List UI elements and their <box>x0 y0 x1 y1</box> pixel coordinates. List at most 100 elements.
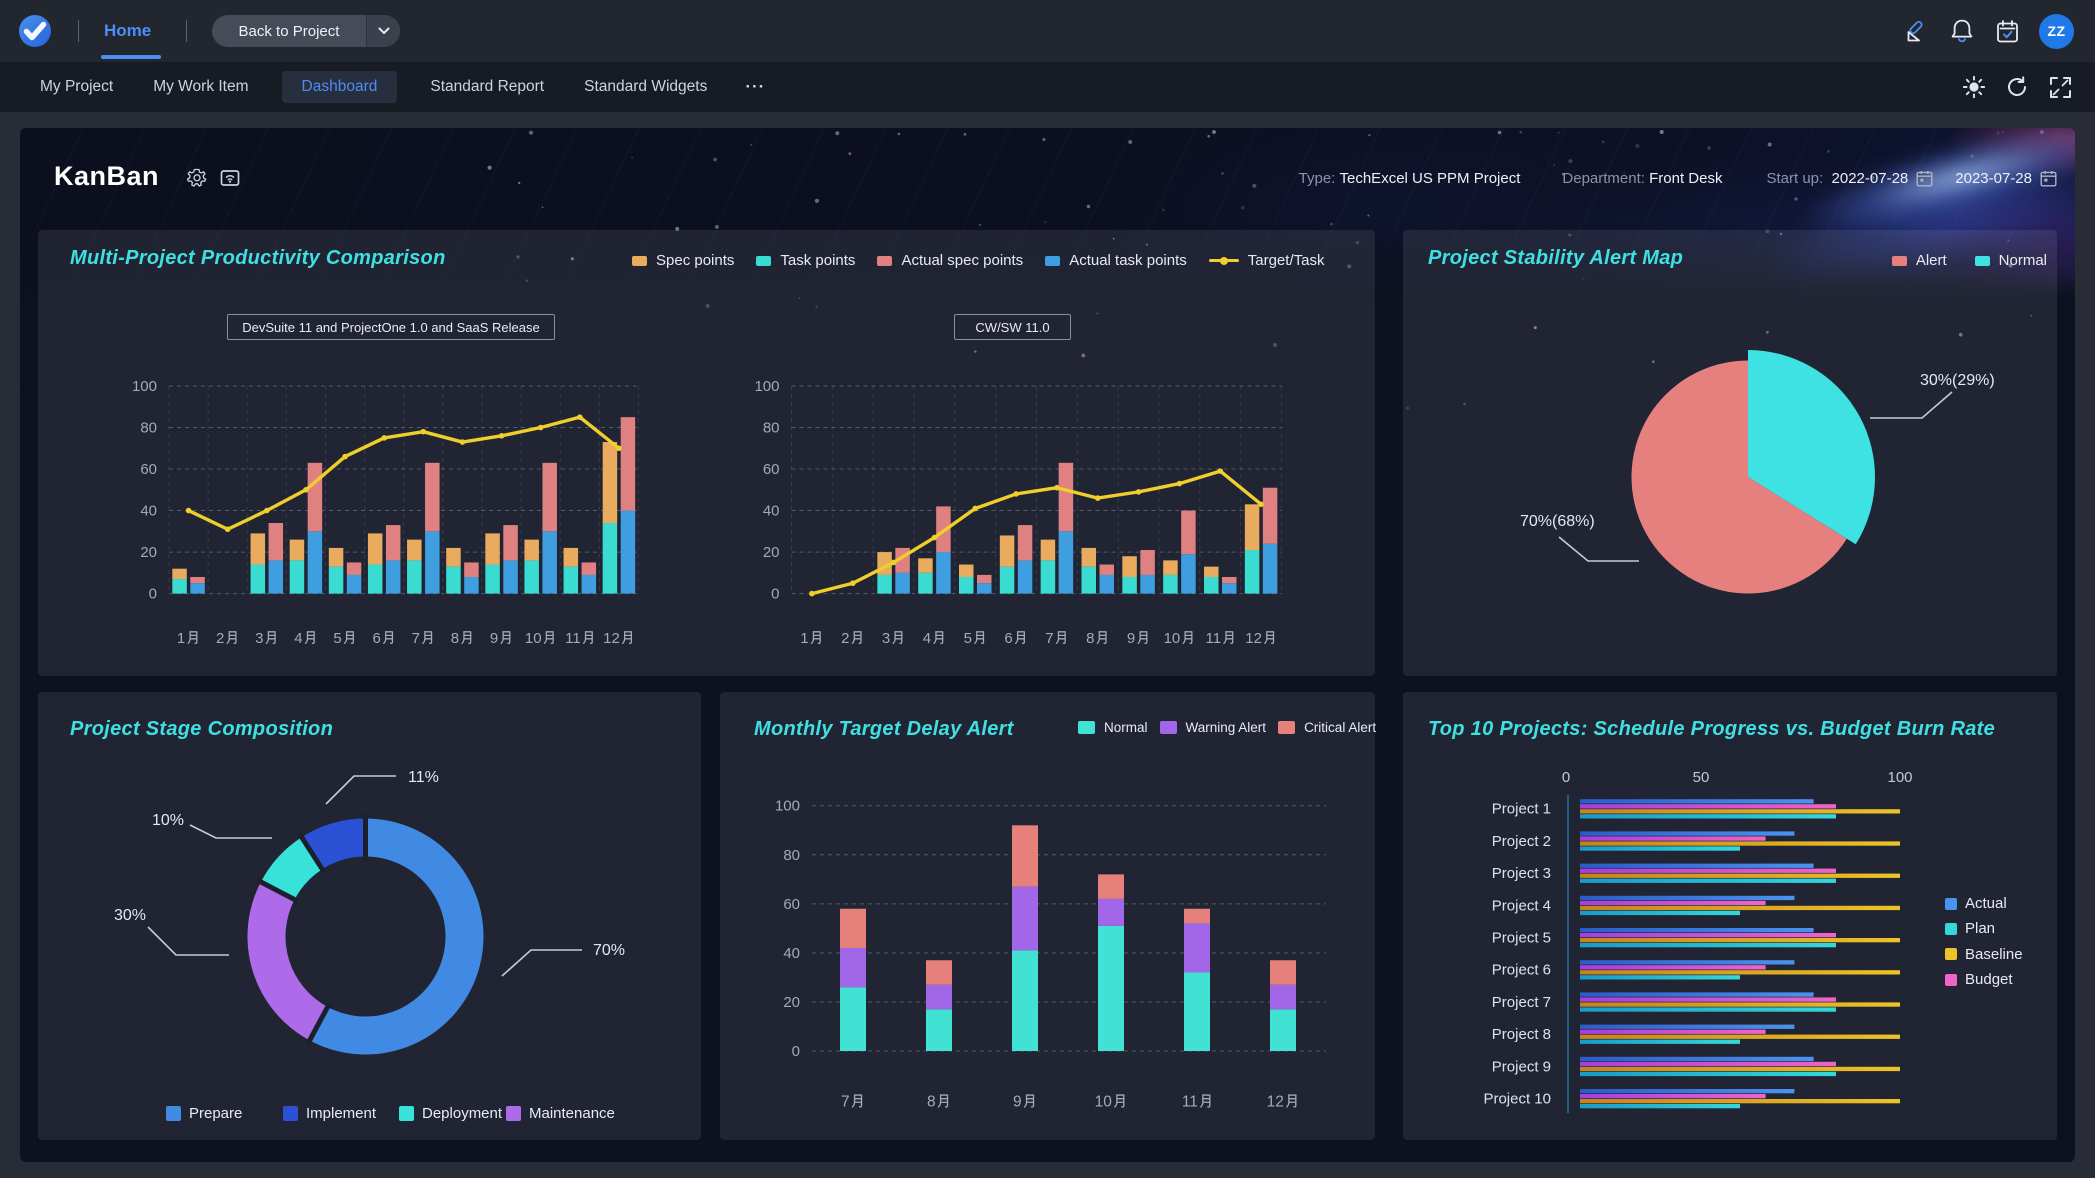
stacked-bar-segment[interactable] <box>840 987 866 1051</box>
hbar-plan[interactable] <box>1580 1007 1836 1012</box>
bar-actual-task-points[interactable] <box>895 572 910 594</box>
bar-spec-points[interactable] <box>172 568 187 580</box>
stacked-bar-segment[interactable] <box>1184 923 1210 973</box>
bar-actual-task-points[interactable] <box>503 560 518 594</box>
line-point[interactable] <box>224 526 231 533</box>
bar-actual-spec-points[interactable] <box>425 462 440 532</box>
bar-task-points[interactable] <box>1122 576 1137 594</box>
theme-sun-icon[interactable] <box>1962 75 1986 99</box>
legend-item-normal[interactable]: Normal <box>1974 252 2047 269</box>
hbar-plan[interactable] <box>1580 1039 1740 1044</box>
bar-actual-spec-points[interactable] <box>581 562 597 575</box>
hbar-plan[interactable] <box>1580 943 1836 948</box>
bar-spec-points[interactable] <box>1122 556 1137 577</box>
hbar-baseline[interactable] <box>1580 1099 1900 1104</box>
bar-actual-task-points[interactable] <box>1017 560 1033 594</box>
bar-actual-task-points[interactable] <box>190 583 205 594</box>
line-point[interactable] <box>849 580 856 587</box>
donut-slice-deployment[interactable] <box>260 837 323 900</box>
bell-icon[interactable] <box>1949 18 1975 44</box>
bar-actual-task-points[interactable] <box>1181 554 1196 594</box>
legend-item-actual[interactable]: Actual <box>1945 895 2007 912</box>
hbar-budget[interactable] <box>1580 868 1836 873</box>
bar-actual-spec-points[interactable] <box>1262 487 1278 544</box>
bar-spec-points[interactable] <box>485 533 500 565</box>
subnav-item-my-project[interactable]: My Project <box>40 78 114 95</box>
line-point[interactable] <box>185 507 192 514</box>
hbar-budget[interactable] <box>1580 836 1766 841</box>
line-point[interactable] <box>420 428 427 435</box>
hbar-actual[interactable] <box>1580 799 1814 804</box>
subnav-item-my-work-item[interactable]: My Work Item <box>153 78 249 95</box>
bar-actual-spec-points[interactable] <box>268 523 284 561</box>
line-point[interactable] <box>972 505 979 512</box>
refresh-icon[interactable] <box>2005 75 2029 99</box>
line-point[interactable] <box>1135 489 1142 495</box>
hbar-actual[interactable] <box>1580 992 1814 997</box>
stacked-bar-segment[interactable] <box>1184 908 1210 924</box>
hbar-budget[interactable] <box>1580 965 1766 970</box>
bar-actual-spec-points[interactable] <box>307 462 323 532</box>
line-point[interactable] <box>537 424 544 431</box>
calendar-check-icon[interactable] <box>1994 18 2020 44</box>
legend-item-maintenance[interactable]: Maintenance <box>506 1105 615 1122</box>
hbar-budget[interactable] <box>1580 997 1836 1002</box>
stacked-bar-segment[interactable] <box>1184 972 1210 1051</box>
bar-spec-points[interactable] <box>328 547 344 567</box>
bar-spec-points[interactable] <box>1204 566 1219 577</box>
bar-spec-points[interactable] <box>407 539 422 561</box>
subnav-item-standard-report[interactable]: Standard Report <box>430 78 545 95</box>
legend-item-deployment[interactable]: Deployment <box>399 1105 502 1122</box>
bar-task-points[interactable] <box>563 566 579 594</box>
stacked-bar-segment[interactable] <box>1270 960 1296 985</box>
bar-spec-points[interactable] <box>250 533 266 565</box>
legend-item-plan[interactable]: Plan <box>1945 920 1995 937</box>
hbar-actual[interactable] <box>1580 895 1795 901</box>
bar-actual-spec-points[interactable] <box>464 562 479 577</box>
line-point[interactable] <box>498 433 505 439</box>
stacked-bar-segment[interactable] <box>1270 984 1296 1010</box>
hbar-plan[interactable] <box>1580 910 1740 916</box>
chart-selector[interactable]: DevSuite 11 and ProjectOne 1.0 and SaaS … <box>227 314 555 340</box>
bar-spec-points[interactable] <box>446 547 461 567</box>
legend-item-actual-task-points[interactable]: Actual task points <box>1045 252 1187 269</box>
fullscreen-icon[interactable] <box>2048 75 2072 99</box>
hbar-baseline[interactable] <box>1580 905 1900 911</box>
bar-actual-spec-points[interactable] <box>1017 525 1033 561</box>
bar-task-points[interactable] <box>250 564 266 594</box>
bar-spec-points[interactable] <box>1244 504 1260 551</box>
back-to-project-dropdown[interactable] <box>366 15 400 47</box>
legend-item-actual-spec-points[interactable]: Actual spec points <box>877 252 1023 269</box>
stacked-bar-segment[interactable] <box>926 1009 952 1051</box>
bar-actual-task-points[interactable] <box>542 531 557 594</box>
line-point[interactable] <box>577 414 583 420</box>
hbar-baseline[interactable] <box>1580 1066 1900 1072</box>
gear-icon[interactable] <box>186 168 207 188</box>
hbar-plan[interactable] <box>1580 1071 1836 1077</box>
hbar-baseline[interactable] <box>1580 873 1900 878</box>
bar-task-points[interactable] <box>1163 574 1178 594</box>
hbar-plan[interactable] <box>1580 1104 1740 1109</box>
bar-actual-task-points[interactable] <box>1140 574 1155 594</box>
bar-task-points[interactable] <box>1204 576 1219 594</box>
bar-task-points[interactable] <box>918 572 933 594</box>
hbar-actual[interactable] <box>1580 1089 1795 1094</box>
bar-task-points[interactable] <box>877 574 892 594</box>
bar-actual-spec-points[interactable] <box>385 525 401 561</box>
bar-actual-spec-points[interactable] <box>503 525 518 561</box>
hbar-plan[interactable] <box>1580 878 1836 883</box>
bar-task-points[interactable] <box>602 523 618 594</box>
bar-spec-points[interactable] <box>959 564 974 577</box>
hbar-baseline[interactable] <box>1580 1034 1900 1039</box>
bar-spec-points[interactable] <box>1081 547 1097 567</box>
stacked-bar-segment[interactable] <box>1012 886 1038 951</box>
hbar-budget[interactable] <box>1580 900 1766 906</box>
line-point[interactable] <box>809 590 815 597</box>
legend-item-prepare[interactable]: Prepare <box>166 1105 242 1122</box>
calendar-icon[interactable] <box>2040 170 2057 187</box>
hbar-budget[interactable] <box>1580 933 1836 938</box>
line-point[interactable] <box>931 534 938 541</box>
legend-item-baseline[interactable]: Baseline <box>1945 946 2023 963</box>
bar-spec-points[interactable] <box>999 535 1015 567</box>
more-menu-ellipsis[interactable]: ··· <box>745 77 766 96</box>
